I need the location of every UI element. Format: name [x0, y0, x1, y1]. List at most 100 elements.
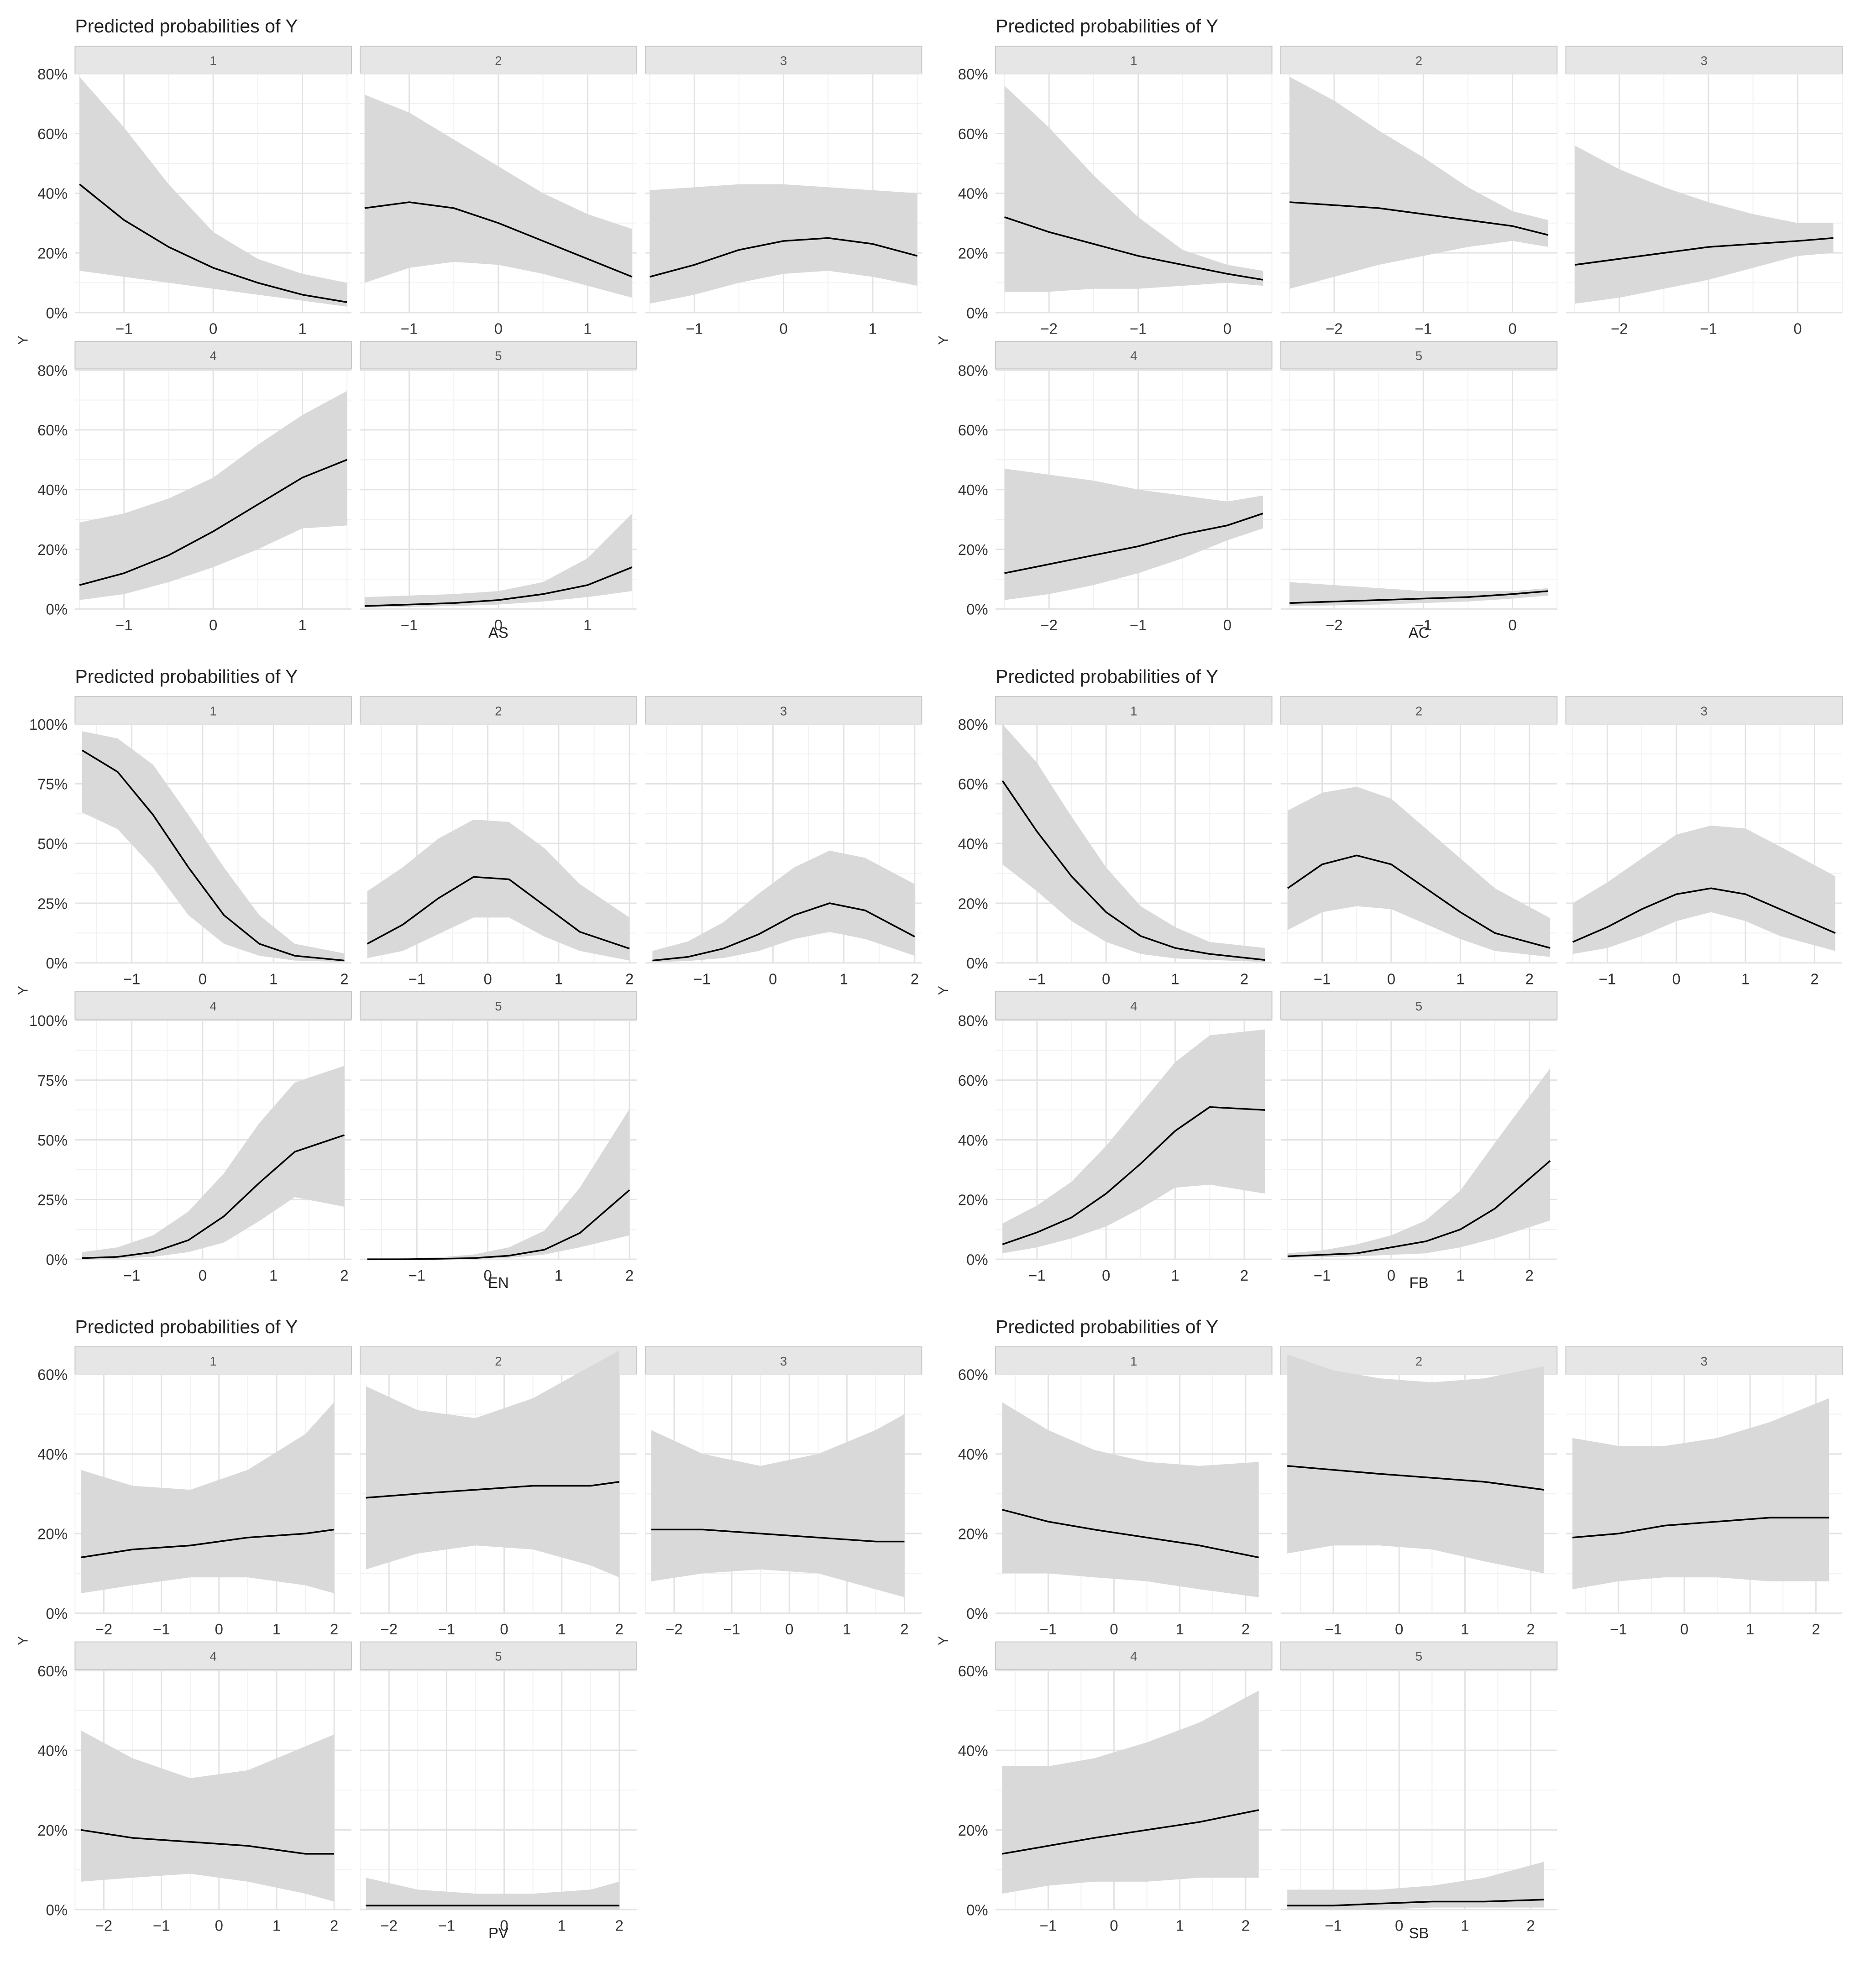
confidence-band: [1289, 582, 1548, 606]
probability-line: [1004, 216, 1263, 281]
y-tick-label: 60%: [958, 126, 988, 142]
facet-strip-label: 4: [1130, 349, 1137, 363]
probability-line: [1572, 1517, 1829, 1539]
x-tick-label: 1: [1741, 970, 1750, 987]
facet-strip: [74, 1641, 352, 1670]
y-tick-label: 20%: [37, 1822, 68, 1839]
y-tick-label: 60%: [37, 1663, 68, 1680]
confidence-band: [79, 77, 347, 307]
x-tick-label: 0: [1395, 1917, 1403, 1934]
y-tick-label: 0%: [966, 601, 988, 618]
probability-line: [1002, 1509, 1259, 1559]
x-tick-label: 2: [340, 970, 348, 987]
x-tick-label: 1: [839, 970, 848, 987]
x-axis-label: FB: [1410, 1274, 1429, 1291]
x-tick-label: 0: [215, 1917, 223, 1934]
y-tick-label: 60%: [37, 126, 68, 142]
x-tick-label: 2: [1240, 1267, 1248, 1284]
confidence-band: [367, 1109, 630, 1260]
y-axis-label: Y: [16, 986, 31, 995]
probability-line: [366, 1481, 620, 1499]
y-tick-label: 25%: [37, 895, 68, 912]
facet-panel: 40%20%40%60%80%−1 0 1 2: [958, 991, 1273, 1284]
facet-panel: 2 −1 0 1 2: [360, 696, 637, 987]
probability-line: [79, 459, 347, 586]
x-tick-label: 0: [1387, 1267, 1395, 1284]
facet-strip-label: 4: [210, 1649, 217, 1664]
y-tick-label: 80%: [37, 362, 68, 379]
probability-line: [1574, 237, 1834, 266]
confidence-band: [366, 1350, 619, 1578]
x-tick-label: 1: [869, 320, 877, 337]
facet-strip-label: 4: [1130, 999, 1137, 1013]
x-tick-label: 1: [1176, 1917, 1184, 1934]
probability-line: [1287, 1899, 1544, 1907]
x-tick-label: −1: [1415, 617, 1432, 633]
facet-strip-label: 1: [1130, 704, 1137, 718]
x-tick-label: 0: [209, 617, 217, 633]
facet-strip: [1280, 1641, 1558, 1670]
facet-panel: 5 −1 0 1 2: [360, 991, 637, 1284]
chart-group: Predicted probabilities of YYEN10%25%50%…: [16, 666, 922, 1291]
confidence-band: [79, 391, 347, 600]
x-tick-label: 1: [583, 617, 592, 633]
confidence-band: [81, 1402, 335, 1593]
confidence-band: [1004, 468, 1263, 600]
probability-line: [82, 1134, 345, 1259]
x-tick-label: 0: [1223, 617, 1231, 633]
confidence-band: [366, 1878, 619, 1910]
facet-strip: [74, 341, 352, 370]
facet-strip-label: 2: [1415, 704, 1422, 718]
y-tick-label: 20%: [958, 245, 988, 262]
y-tick-label: 40%: [958, 185, 988, 202]
facet-strip: [360, 991, 637, 1020]
y-tick-label: 40%: [958, 1446, 988, 1463]
y-tick-label: 20%: [958, 1192, 988, 1209]
facet-panel: 5 −1 0 1: [360, 341, 637, 633]
x-tick-label: −1: [1130, 320, 1147, 337]
x-tick-label: 2: [625, 1267, 634, 1284]
facet-strip: [1565, 46, 1843, 74]
x-tick-label: −1: [1325, 1621, 1341, 1638]
x-tick-label: 1: [269, 970, 278, 987]
x-tick-label: −1: [1040, 1917, 1057, 1934]
facet-strip-label: 5: [495, 1649, 502, 1664]
x-axis-label: AC: [1409, 624, 1430, 641]
x-tick-label: 0: [199, 1267, 207, 1284]
x-tick-label: −1: [1040, 1621, 1057, 1638]
y-tick-label: 60%: [958, 1366, 988, 1383]
confidence-band: [1002, 1029, 1265, 1254]
facet-strip-label: 2: [495, 1354, 502, 1368]
facet-strip-label: 1: [1130, 53, 1137, 68]
facet-strip-label: 5: [495, 349, 502, 363]
confidence-band: [81, 1730, 335, 1902]
x-tick-label: 0: [494, 320, 503, 337]
x-tick-label: 2: [340, 1267, 348, 1284]
x-tick-label: −1: [1599, 970, 1616, 987]
x-tick-label: 2: [615, 1917, 624, 1934]
facet-strip: [1280, 341, 1558, 370]
x-tick-label: −1: [693, 970, 710, 987]
y-tick-label: 20%: [37, 541, 68, 558]
y-tick-label: 80%: [958, 1012, 988, 1029]
x-tick-label: 2: [1525, 1267, 1534, 1284]
probability-line: [650, 237, 918, 278]
facet-panel: 40%20%40%60%−2 −1 0 1 2: [37, 1641, 352, 1934]
x-tick-label: −2: [380, 1917, 397, 1934]
y-tick-label: 50%: [37, 835, 68, 852]
x-tick-label: 2: [1242, 1917, 1250, 1934]
facet-strip: [360, 1641, 637, 1670]
facet-strip: [74, 991, 352, 1020]
probability-line: [367, 1189, 630, 1260]
x-tick-label: 0: [1395, 1621, 1403, 1638]
x-tick-label: −1: [1700, 320, 1717, 337]
facet-strip-label: 4: [210, 999, 217, 1013]
x-tick-label: 0: [209, 320, 217, 337]
probability-line: [1002, 1809, 1259, 1855]
facet-strip-label: 3: [780, 53, 787, 68]
x-tick-label: 0: [1508, 617, 1516, 633]
x-tick-label: 2: [1240, 970, 1248, 987]
x-tick-label: 1: [843, 1621, 851, 1638]
y-tick-label: 0%: [966, 955, 988, 972]
confidence-band: [82, 731, 345, 962]
